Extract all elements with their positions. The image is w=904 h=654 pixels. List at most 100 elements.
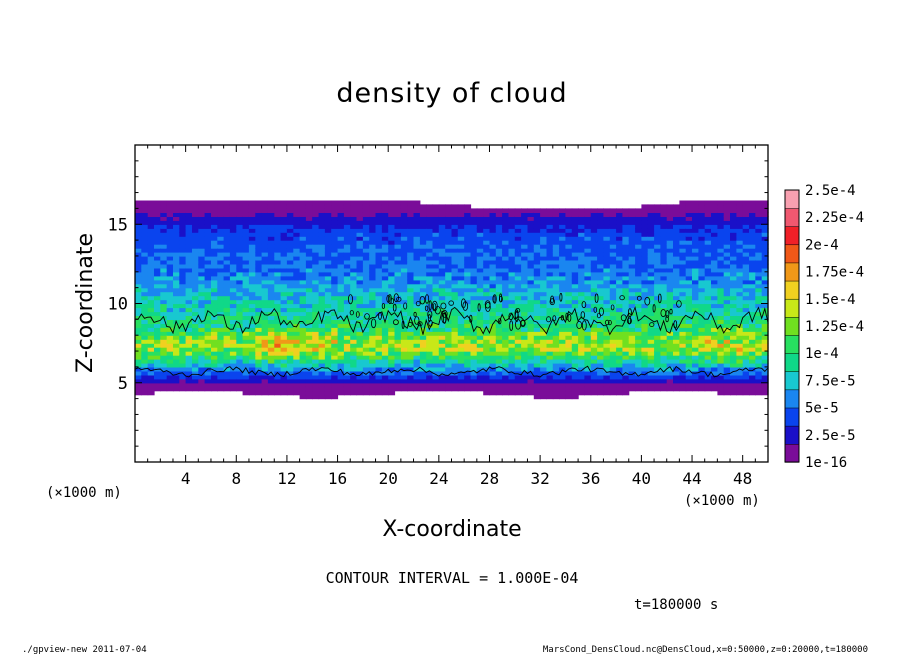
heatmap-cell [540,343,547,348]
heatmap-cell [255,224,263,229]
heatmap-cell [711,386,718,392]
heatmap-cell [457,366,465,372]
heatmap-cell [362,204,370,209]
heatmap-cell [185,319,193,324]
heatmap-cell [204,374,212,380]
heatmap-cell [192,386,199,392]
heatmap-cell [400,232,408,237]
heatmap-cell [476,327,484,332]
heatmap-cell [730,236,737,241]
heatmap-cell [274,252,282,257]
heatmap-cell [413,275,421,281]
heatmap-cell [571,362,579,368]
heatmap-cell [135,248,142,253]
heatmap-cell [679,323,687,328]
heatmap-cell [236,236,244,241]
heatmap-cell [489,236,497,241]
heatmap-cell [274,362,282,368]
heatmap-cell [749,275,756,281]
heatmap-cell [400,200,408,206]
heatmap-cell [742,327,750,332]
heatmap-cell [704,216,712,221]
heatmap-cell [154,303,161,309]
heatmap-cell [324,319,332,324]
heatmap-cell [255,347,263,352]
heatmap-cell [432,287,440,293]
heatmap-cell [419,248,427,253]
heatmap-cell [343,244,351,249]
heatmap-cell [331,327,339,332]
heatmap-cell [432,386,440,392]
heatmap-cell [533,347,541,352]
heatmap-cell [723,248,731,253]
heatmap-cell [192,248,199,253]
heatmap-cell [540,339,547,344]
heatmap-cell [375,283,383,289]
heatmap-cell [742,362,750,368]
heatmap-cell [489,255,497,261]
heatmap-cell [419,299,427,305]
heatmap-cell [654,382,661,388]
heatmap-cell [736,283,744,289]
heatmap-cell [502,319,509,324]
heatmap-cell [217,339,225,344]
heatmap-cell [286,279,294,285]
heatmap-cell [318,303,326,309]
heatmap-cell [204,355,212,360]
heatmap-cell [419,351,427,356]
heatmap-cell [236,335,244,340]
heatmap-cell [622,359,630,364]
heatmap-cell [521,355,528,360]
contour-island [448,300,455,306]
heatmap-cell [470,299,478,305]
heatmap-cell [622,355,630,360]
contour-island [598,307,604,317]
heatmap-cell [559,370,566,376]
heatmap-cell [540,370,547,376]
heatmap-cell [489,259,497,265]
heatmap-cell [457,355,465,360]
heatmap-cell [267,323,275,328]
heatmap-cell [730,307,737,313]
heatmap-cell [274,335,282,340]
heatmap-cell [489,271,497,277]
heatmap-cell [470,347,478,352]
x-axis-ticks: 4 8 12 16 20 24 28 32 36 40 44 48 [134,145,769,488]
heatmap-cell [445,212,453,217]
heatmap-cell [679,366,687,372]
contour-island [392,303,397,312]
heatmap-cell [432,267,440,273]
heatmap-cell [483,359,491,364]
heatmap-cell [400,259,408,265]
heatmap-cell [419,295,427,301]
heatmap-cell [755,351,763,356]
heatmap-cell [533,355,541,360]
heatmap-cell [451,295,459,301]
heatmap-cell [394,283,402,289]
heatmap-cell [438,355,446,360]
heatmap-cell [400,378,408,384]
heatmap-cell [635,232,642,237]
heatmap-cell [559,220,566,225]
heatmap-cell [761,386,769,392]
heatmap-cell [742,271,750,277]
heatmap-cell [160,204,168,209]
heatmap-cell [679,216,687,221]
heatmap-cell [717,374,725,380]
contour-island [462,301,469,311]
heatmap-cell [679,315,687,320]
heatmap-cell [660,291,668,297]
heatmap-cell [400,370,408,376]
heatmap-cell [666,319,674,324]
heatmap-cell [369,374,377,380]
heatmap-cell [394,200,402,206]
heatmap-cell [337,307,345,313]
heatmap-cell [356,359,364,364]
heatmap-cell [616,244,623,249]
heatmap-cell [742,252,750,257]
heatmap-cell [267,279,275,285]
heatmap-cell [660,236,668,241]
heatmap-cell [470,331,478,336]
heatmap-cell [413,255,421,261]
heatmap-cell [255,240,263,245]
